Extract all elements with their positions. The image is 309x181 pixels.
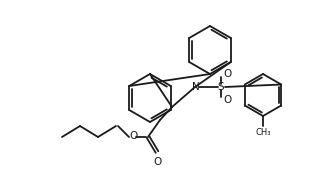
Text: CH₃: CH₃ (255, 128, 271, 137)
Text: O: O (224, 95, 232, 105)
Text: N: N (192, 82, 200, 92)
Text: S: S (218, 82, 224, 92)
Text: O: O (224, 69, 232, 79)
Text: O: O (129, 131, 137, 141)
Text: O: O (153, 157, 161, 167)
